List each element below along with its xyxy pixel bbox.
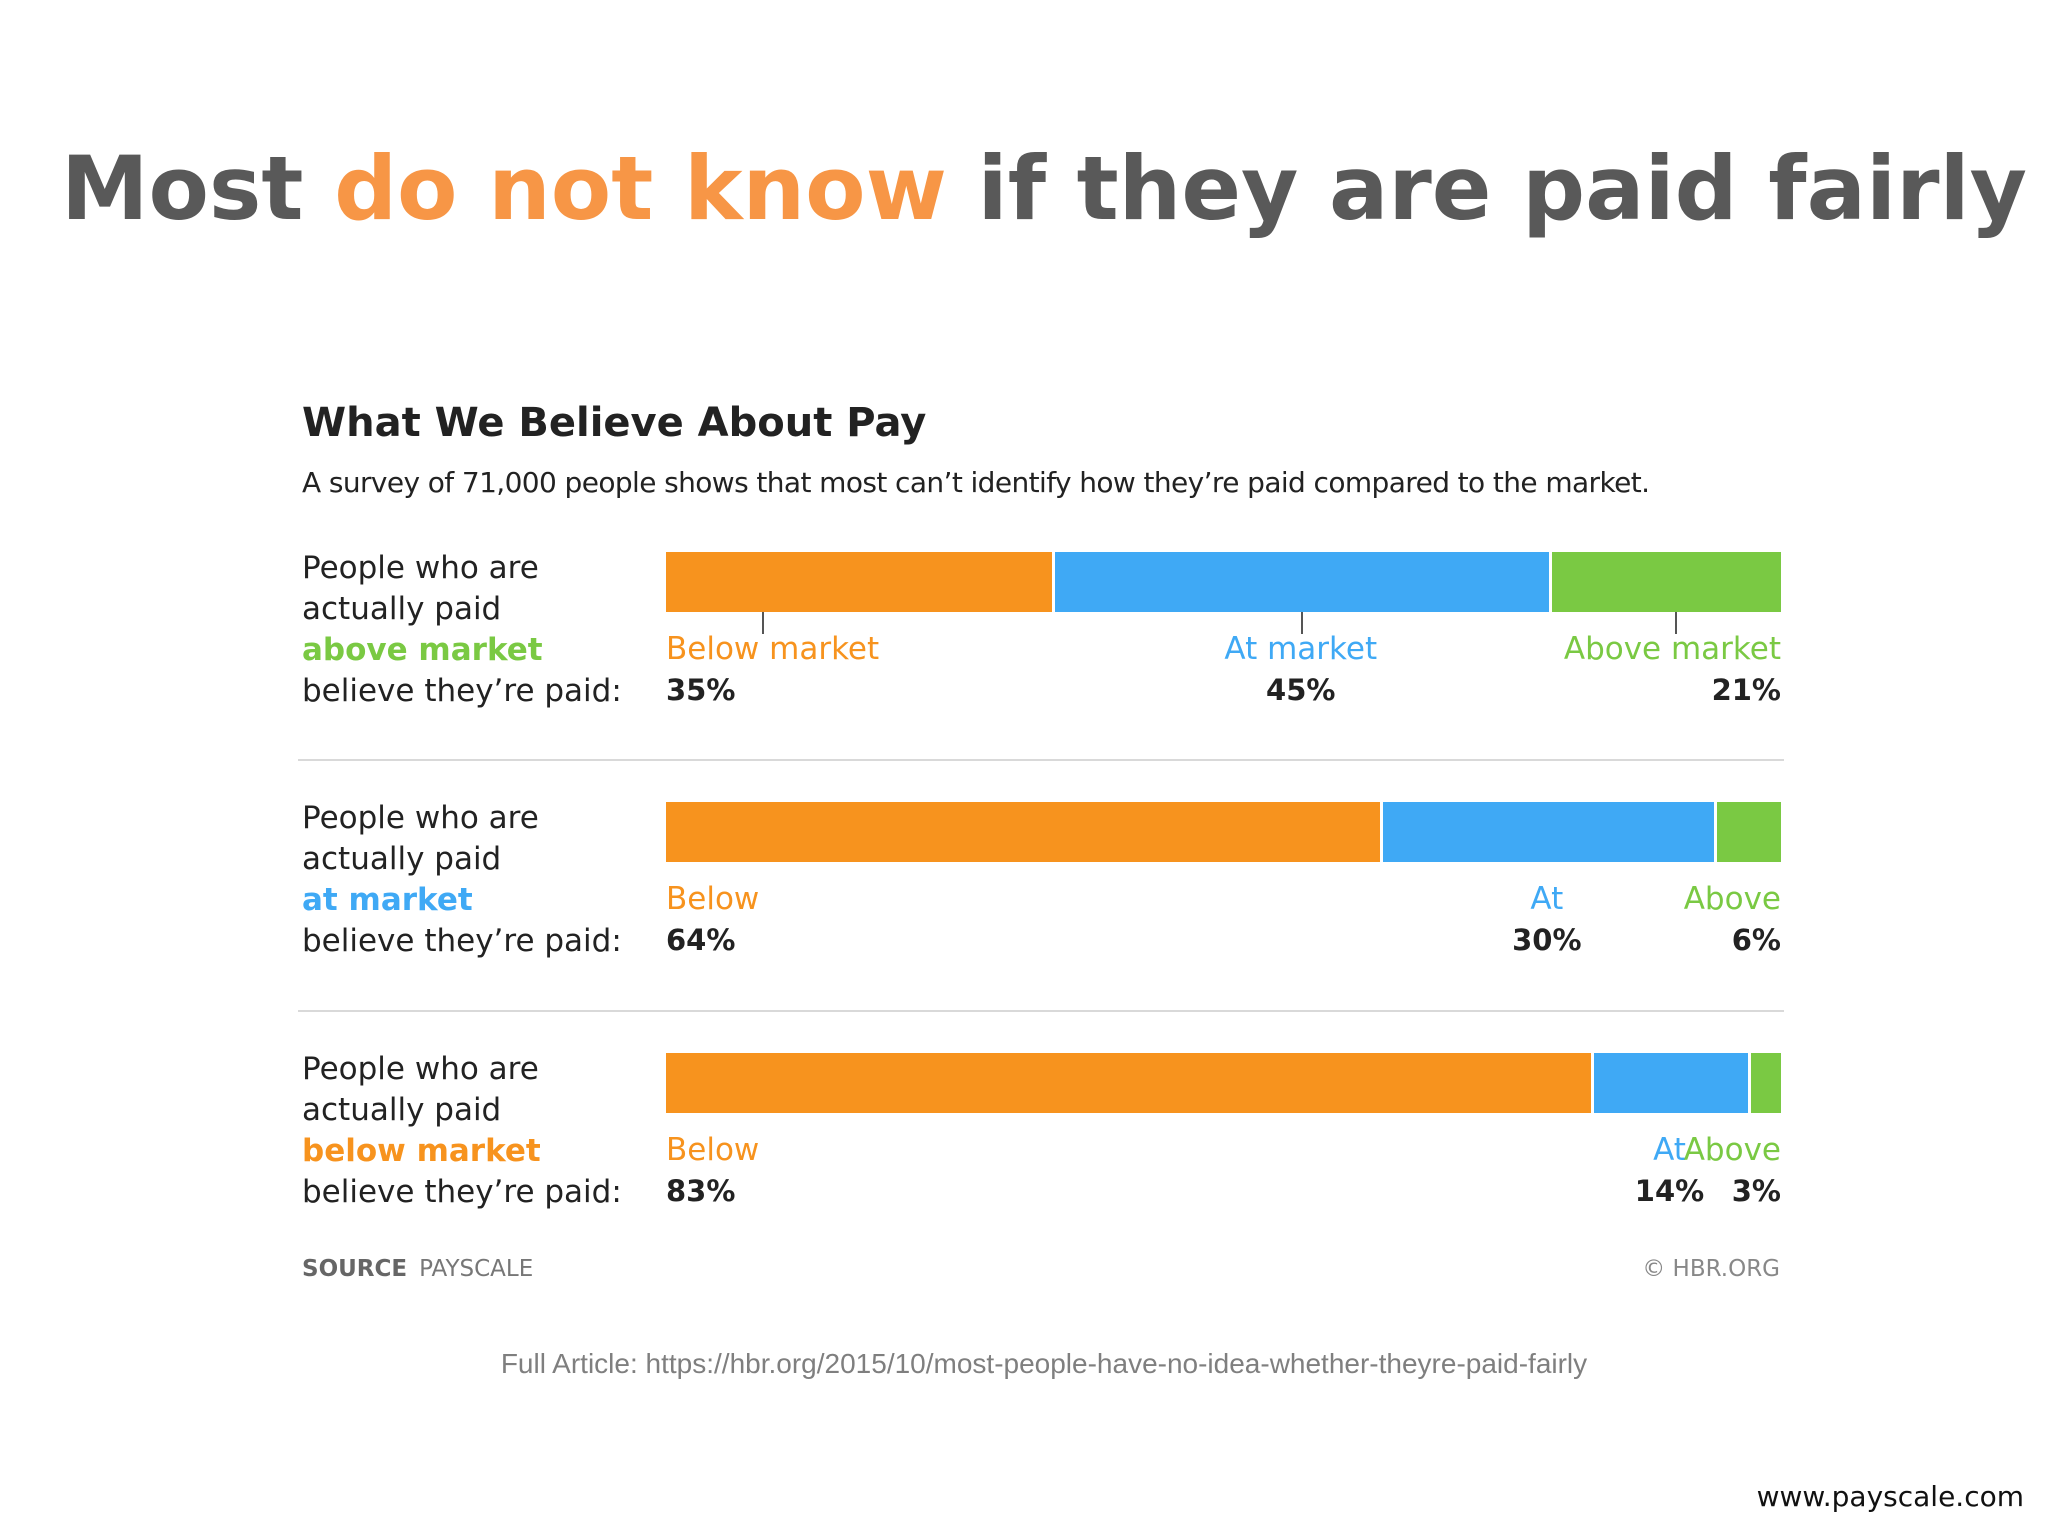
group-label-below: People who are actually paid below market b… bbox=[302, 1049, 632, 1213]
group-label-at: People who are actually paid at market beli… bbox=[302, 798, 632, 962]
category-label-at: At bbox=[1653, 1132, 1686, 1168]
slide-title: Most do not know if they are paid fairly bbox=[0, 145, 2048, 233]
tick-mark-below bbox=[762, 598, 764, 634]
stacked-bar-at bbox=[666, 802, 1781, 862]
bar-segment-at bbox=[1052, 552, 1550, 612]
row-divider bbox=[298, 759, 1784, 761]
group-label-label-emph: below market bbox=[302, 1133, 541, 1169]
category-label-above: Above bbox=[1683, 1132, 1781, 1168]
bar-segment-above bbox=[1549, 552, 1781, 612]
chart-subtitle: A survey of 71,000 people shows that mos… bbox=[302, 466, 1650, 499]
percent-label-at: 14% bbox=[1634, 1174, 1705, 1208]
bar-segment-above bbox=[1714, 802, 1781, 862]
source-value: PAYSCALE bbox=[419, 1256, 534, 1282]
group-label-label-line2: actually paid bbox=[302, 841, 502, 877]
group-label-label-line4: believe they’re paid: bbox=[302, 923, 622, 959]
percent-label-above: 6% bbox=[1731, 923, 1781, 957]
slide-title-part1: Most bbox=[60, 137, 335, 240]
group-label-label-emph: at market bbox=[302, 882, 473, 918]
source-label: SOURCE bbox=[302, 1256, 408, 1282]
chart-title: What We Believe About Pay bbox=[302, 400, 927, 446]
category-label-below: Below bbox=[666, 1132, 760, 1168]
percent-label-at: 30% bbox=[1512, 923, 1582, 957]
bar-segment-at bbox=[1379, 802, 1715, 862]
category-label-above: Above bbox=[1683, 881, 1781, 917]
group-label-label-line2: actually paid bbox=[302, 591, 502, 627]
row-divider bbox=[298, 1010, 1784, 1012]
tick-mark-above bbox=[1675, 598, 1677, 634]
percent-label-below: 83% bbox=[666, 1174, 736, 1208]
percent-label-above: 21% bbox=[1711, 673, 1781, 707]
group-label-above: People who are actually paid above market b… bbox=[302, 548, 632, 712]
chart-source: SOURCE PAYSCALE bbox=[302, 1256, 533, 1282]
group-label-label-emph: above market bbox=[302, 632, 543, 668]
percent-label-below: 64% bbox=[666, 923, 736, 957]
stacked-bar-above bbox=[666, 552, 1781, 612]
category-label-below: Below bbox=[666, 881, 760, 917]
tick-mark-at bbox=[1300, 598, 1303, 634]
slide-title-accent: do not know bbox=[334, 137, 947, 240]
bar-segment-below bbox=[666, 802, 1380, 862]
stacked-bar-below bbox=[666, 1053, 1781, 1113]
percent-label-below: 35% bbox=[666, 673, 736, 707]
bar-segment-above bbox=[1747, 1053, 1781, 1113]
group-label-label-line2: actually paid bbox=[302, 1092, 502, 1128]
bar-segment-below bbox=[666, 552, 1053, 612]
group-label-label-line1: People who are bbox=[302, 1051, 539, 1087]
group-label-label-line4: believe they’re paid: bbox=[302, 1174, 622, 1210]
category-label-below: Below market bbox=[666, 631, 880, 667]
percent-label-at: 45% bbox=[1266, 673, 1336, 707]
category-label-above: Above market bbox=[1563, 631, 1781, 667]
percent-label-above: 3% bbox=[1731, 1174, 1781, 1208]
bar-segment-below bbox=[666, 1053, 1592, 1113]
chart-credit: © HBR.ORG bbox=[1642, 1256, 1780, 1282]
bar-segment-at bbox=[1591, 1053, 1748, 1113]
slide-title-part2: if they are paid fairly bbox=[946, 137, 2028, 240]
category-label-at: At market bbox=[1224, 631, 1378, 667]
footer-article-link[interactable]: Full Article: https://hbr.org/2015/10/mo… bbox=[500, 1348, 1588, 1379]
category-label-at: At bbox=[1530, 881, 1564, 917]
footer-site: www.payscale.com bbox=[1756, 1480, 2024, 1513]
group-label-label-line4: believe they’re paid: bbox=[302, 673, 622, 709]
group-label-label-line1: People who are bbox=[302, 550, 539, 586]
group-label-label-line1: People who are bbox=[302, 800, 539, 836]
